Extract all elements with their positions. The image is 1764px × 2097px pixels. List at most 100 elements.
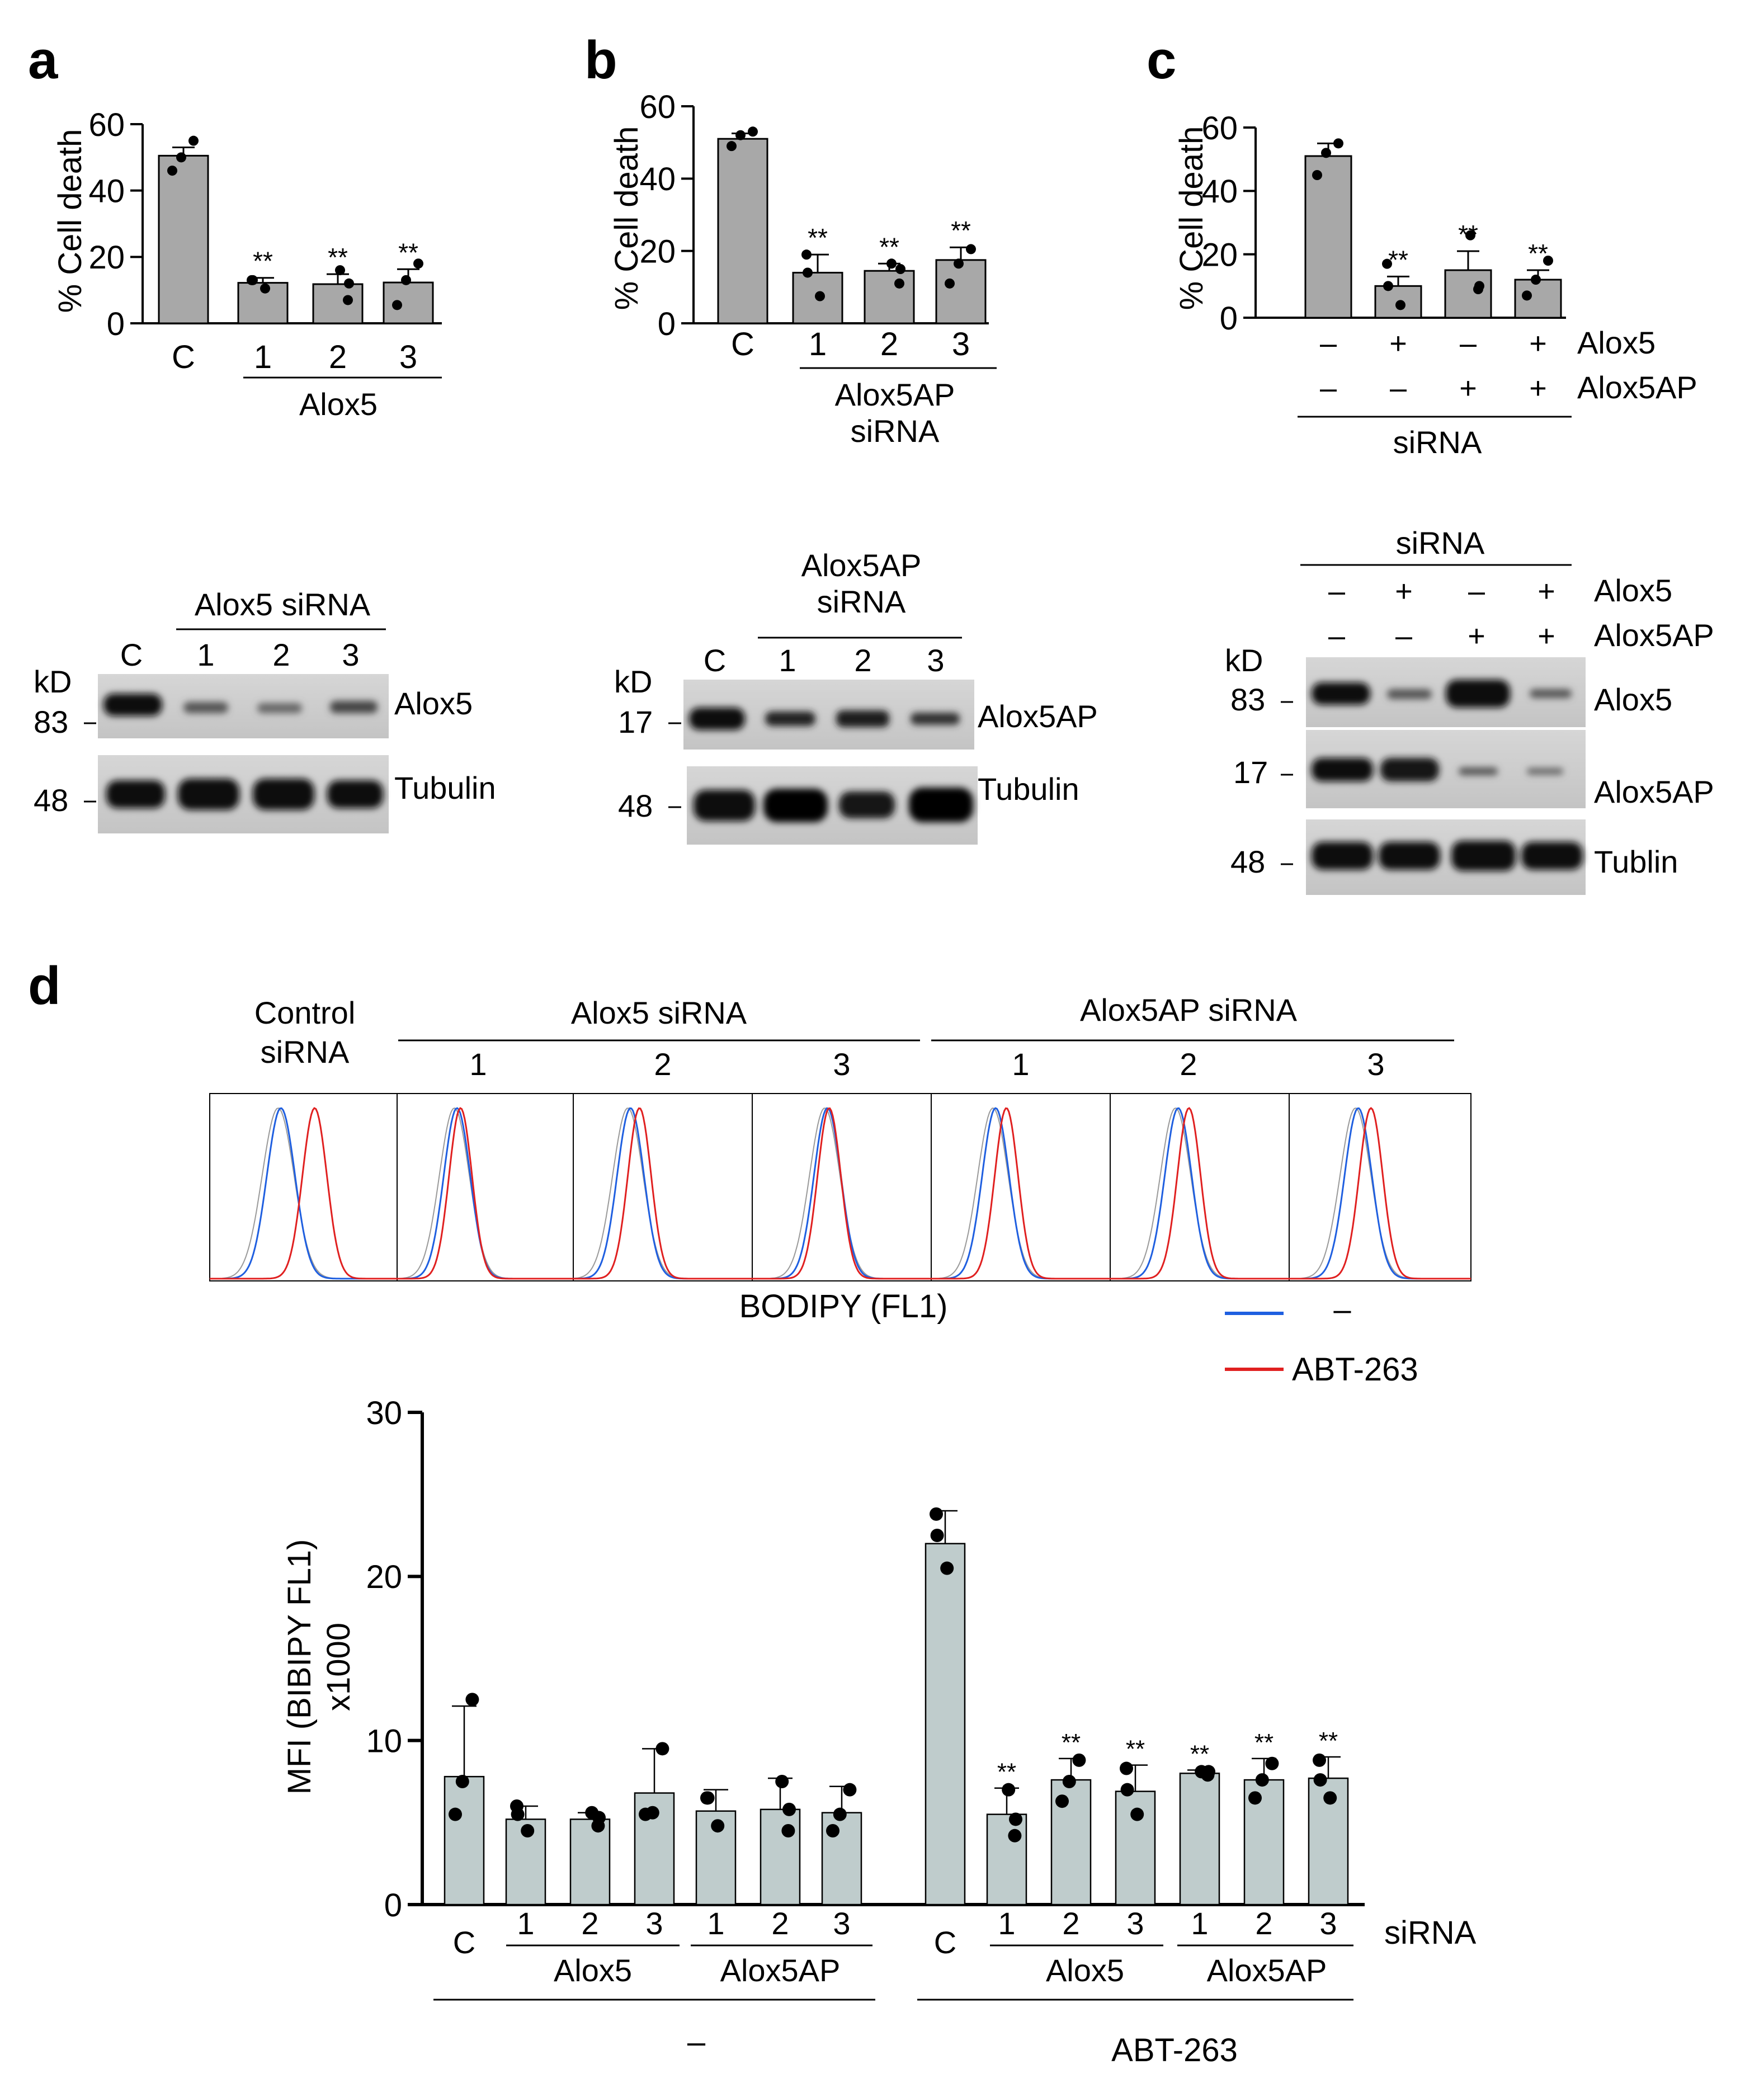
condition-sign: + [1459,371,1477,405]
y-tick-label: 60 [639,89,676,125]
band [1530,689,1572,698]
histogram-frame [1110,1093,1290,1281]
band [106,780,165,808]
bar [312,283,364,324]
significance-label: ** [1458,220,1478,249]
x-tick-label: 2 [1255,1906,1272,1941]
group-label-line2: siRNA [851,413,940,449]
band [103,694,162,716]
band [257,703,302,713]
condition-sign: – [1468,574,1485,608]
band [839,791,895,818]
data-point [945,278,955,289]
histogram-curve-red [573,1107,752,1280]
data-point [1009,1812,1022,1826]
y-tick-label: 0 [658,306,676,342]
lane-label: 2 [654,1047,671,1082]
x-tick-labels: C 1 2 3 1 2 3 C 1 2 3 1 2 3 [453,1906,1337,1960]
lane-label: 3 [833,1047,850,1082]
blot-label: Alox5AP [1594,774,1714,809]
lane-label: 3 [927,643,944,678]
significance-label: ** [1319,1727,1338,1755]
data-point [1120,1783,1134,1797]
x-tick-label: C [172,339,195,375]
lane-label: 3 [342,637,359,672]
western-blot-a: Alox5 siRNA C 1 2 3 kD 83 Alox5 48 Tubul… [34,587,496,833]
data-point [449,1807,462,1821]
lane-label: C [704,643,726,678]
condition-sign: – [1320,371,1337,405]
data-point [401,275,411,285]
histogram-curve-red [1110,1107,1289,1280]
blot-header-line2: siRNA [817,584,906,619]
significance-label: ** [808,223,828,252]
band [765,711,815,726]
mw-marker: 48 [1230,844,1265,879]
y-tick-label: 60 [88,107,125,143]
panel-d-histograms: Control siRNA Alox5 siRNA Alox5AP siRNA … [209,992,1471,1388]
data-point [645,1806,659,1820]
data-point [1474,281,1484,291]
band [1312,682,1370,705]
group-header-alox5: Alox5 siRNA [571,995,747,1030]
bar [158,154,209,324]
y-tick-label: 10 [366,1723,402,1760]
y-tick-label: 20 [366,1559,402,1595]
band [327,780,383,808]
data-point [1265,1756,1279,1770]
histogram-curve-red [397,1107,573,1280]
histogram-curve-gray [1289,1107,1471,1279]
band [1312,758,1373,781]
data-point [510,1799,523,1813]
band [1380,758,1439,781]
condition-row-alox5: – + – + Alox5 [1320,325,1655,360]
data-point [1195,1765,1209,1779]
significance-label: ** [997,1759,1016,1786]
bar [717,138,768,324]
bar [925,1543,966,1906]
treatment-label: ABT-263 [1111,2032,1238,2068]
band [1387,689,1432,699]
x-tick-label: 1 [517,1906,534,1941]
x-tick-label: 1 [707,1906,724,1941]
band [911,713,960,725]
histogram-curve-red [752,1107,931,1280]
histogram-frame [397,1093,574,1281]
blot-label: Alox5 [394,686,473,721]
band [330,701,378,713]
histogram-frame [209,1093,398,1281]
kd-label: kD [614,664,652,699]
data-point [966,244,976,255]
data-point [727,141,737,152]
data-point [930,1529,944,1542]
data-point [826,1824,839,1837]
lane-label: C [120,637,143,672]
mw-marker: 48 [618,788,653,823]
panel-b-chart: % Cell death 0 20 40 60 ** ** ** C 1 2 3 Alox5… [609,89,997,449]
data-point [895,264,905,274]
y-tick-label: 40 [88,173,125,210]
condition-row-alox5ap: – – + + Alox5AP [1320,370,1697,405]
histogram-curve-blue [397,1107,573,1280]
significance-label: ** [879,232,899,261]
y-tick-label: 20 [88,239,125,276]
control-label-line1: Control [254,995,356,1030]
condition-sign: – [1460,327,1477,360]
x-tick-label: 3 [833,1906,850,1941]
data-point [1008,1829,1022,1842]
histogram-curve-red [1289,1106,1471,1280]
band [909,788,973,822]
blot-header: Alox5 siRNA [195,587,371,622]
histogram-curve-blue [1110,1107,1289,1280]
western-blot-c: siRNA – + – + Alox5 – – + + Alox5AP kD 8… [1225,525,1714,895]
y-axis-label-line2: x1000 [320,1623,357,1711]
condition-sign: + [1537,574,1555,608]
data-point [392,300,402,310]
plot-area-a: 0 20 40 60 ** ** ** [88,107,442,342]
y-tick-label: 0 [384,1887,402,1924]
kd-label: kD [1225,643,1263,678]
band [694,790,755,821]
data-point [1383,281,1393,291]
data-point [1323,1791,1337,1805]
histogram-curve-gray [397,1107,573,1279]
